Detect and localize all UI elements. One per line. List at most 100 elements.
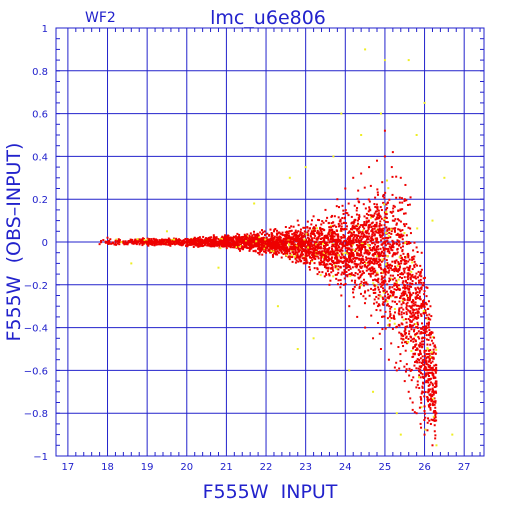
cloud-point xyxy=(269,240,272,243)
cloud-point xyxy=(225,241,228,244)
cloud-point xyxy=(432,390,435,393)
cloud-point xyxy=(329,229,332,232)
cloud-point xyxy=(348,241,351,244)
cloud-point xyxy=(221,241,224,244)
cloud-point xyxy=(434,385,437,388)
cloud-point xyxy=(254,237,257,240)
cloud-point xyxy=(339,220,342,223)
cloud-point xyxy=(319,274,322,277)
cloud-point xyxy=(129,241,132,244)
cloud-point xyxy=(358,271,361,274)
cloud-point xyxy=(271,244,274,247)
cloud-point xyxy=(403,271,406,274)
cloud-point xyxy=(400,292,403,295)
cloud-point xyxy=(413,317,416,320)
cloud-point xyxy=(407,226,410,229)
cloud-point xyxy=(435,383,438,386)
cloud-point xyxy=(339,249,342,252)
cloud-point xyxy=(341,271,344,274)
cloud-point xyxy=(343,235,346,238)
cloud-point xyxy=(430,418,433,421)
cloud-point xyxy=(417,304,420,307)
cloud-point xyxy=(378,215,381,218)
cloud-point xyxy=(339,260,342,263)
cloud-point xyxy=(321,256,324,259)
cloud-point xyxy=(284,241,287,244)
cloud-point xyxy=(372,282,375,285)
cloud-point xyxy=(258,248,261,251)
cloud-point xyxy=(324,247,327,250)
cloud-point xyxy=(277,251,280,254)
cloud-point xyxy=(341,242,344,245)
cloud-point xyxy=(403,341,406,344)
cloud-point xyxy=(357,240,360,243)
cloud-point xyxy=(282,239,285,242)
cloud-point xyxy=(349,234,352,237)
cloud-point xyxy=(290,229,293,232)
cloud-point xyxy=(395,303,398,306)
cloud-point xyxy=(342,228,345,231)
cloud-point xyxy=(294,229,297,232)
cloud-point xyxy=(385,263,388,266)
cloud-point xyxy=(342,252,345,255)
red-point xyxy=(340,294,343,297)
cloud-point xyxy=(421,322,424,325)
red-point xyxy=(288,258,291,261)
cloud-point xyxy=(263,247,266,250)
cloud-point xyxy=(397,270,400,273)
cloud-point xyxy=(225,236,228,239)
cloud-point xyxy=(327,248,330,251)
cloud-point xyxy=(244,238,247,241)
cloud-point xyxy=(275,243,278,246)
cloud-point xyxy=(434,376,437,379)
cloud-point xyxy=(434,352,437,355)
cloud-point xyxy=(373,302,376,305)
cloud-point xyxy=(369,275,372,278)
cloud-point xyxy=(398,235,401,238)
cloud-point xyxy=(352,240,355,243)
cloud-point xyxy=(429,305,432,308)
cloud-point xyxy=(420,281,423,284)
cloud-point xyxy=(377,217,380,220)
cloud-point xyxy=(280,251,283,254)
cloud-point xyxy=(272,241,275,244)
red-point xyxy=(431,444,434,447)
cloud-point xyxy=(192,243,195,246)
red-point xyxy=(383,129,386,132)
cloud-point xyxy=(290,246,293,249)
cloud-point xyxy=(422,312,425,315)
cloud-point xyxy=(408,273,411,276)
cloud-point xyxy=(345,259,348,262)
cloud-point xyxy=(384,273,387,276)
cloud-point xyxy=(405,335,408,338)
cloud-point xyxy=(392,274,395,277)
cloud-point xyxy=(381,284,384,287)
cloud-point xyxy=(265,240,268,243)
cloud-point xyxy=(339,240,342,243)
cloud-point xyxy=(416,294,419,297)
cloud-point xyxy=(281,245,284,248)
cloud-point xyxy=(420,286,423,289)
cloud-point xyxy=(370,215,373,218)
cloud-point xyxy=(368,263,371,266)
cloud-point xyxy=(409,276,412,279)
cloud-point xyxy=(387,236,390,239)
cloud-point xyxy=(425,381,428,384)
cloud-point xyxy=(296,253,299,256)
cloud-point xyxy=(389,279,392,282)
cloud-point xyxy=(373,212,376,215)
cloud-point xyxy=(377,252,380,255)
cloud-point xyxy=(205,240,208,243)
cloud-point xyxy=(424,311,427,314)
cloud-point xyxy=(429,406,432,409)
cloud-point xyxy=(434,434,437,437)
cloud-point xyxy=(395,252,398,255)
cloud-point xyxy=(434,413,437,416)
cloud-point xyxy=(238,233,241,236)
cloud-point xyxy=(422,309,425,312)
cloud-point xyxy=(296,240,299,243)
cloud-point xyxy=(328,252,331,255)
cloud-point xyxy=(251,240,254,243)
cloud-point xyxy=(400,332,403,335)
cloud-point xyxy=(331,249,334,252)
